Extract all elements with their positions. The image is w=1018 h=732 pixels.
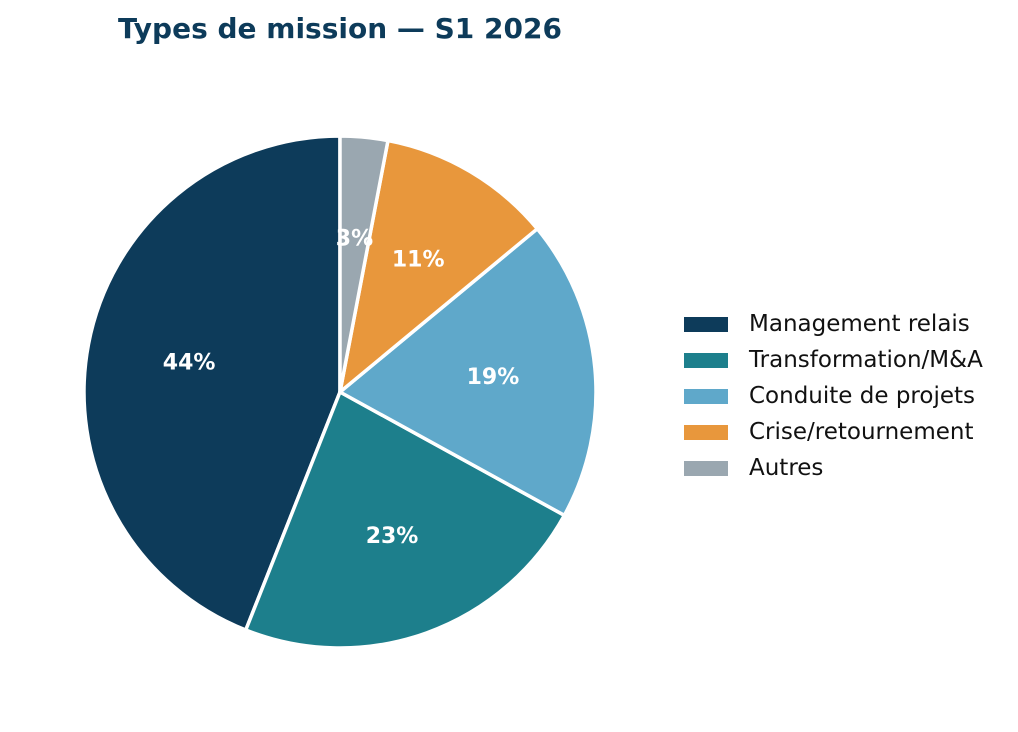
chart-legend: Management relais Transformation/M&A Condu… — [684, 306, 983, 486]
legend-item: Conduite de projets — [684, 378, 983, 414]
pie-slice-4 — [338, 138, 540, 394]
chart-title: Types de mission — S1 2026 — [118, 12, 562, 45]
legend-item: Autres — [684, 450, 983, 486]
legend-swatch — [684, 388, 728, 404]
legend-label: Conduite de projets — [749, 383, 975, 409]
legend-swatch — [684, 352, 728, 368]
legend-item: Transformation/M&A — [684, 342, 983, 378]
pie-slice-1 — [82, 134, 342, 632]
pie-slice-5 — [338, 134, 390, 394]
pie-slice-2 — [244, 390, 567, 650]
slice-percent-label: 44% — [163, 351, 216, 376]
pie-slice-3 — [338, 227, 598, 518]
legend-label: Autres — [749, 455, 824, 481]
legend-label: Management relais — [749, 311, 970, 337]
slice-percent-label: 19% — [467, 365, 520, 390]
slice-percent-label: 3% — [336, 227, 373, 252]
slice-percent-label: 23% — [366, 524, 419, 549]
legend-swatch — [684, 460, 728, 476]
legend-swatch — [684, 316, 728, 332]
legend-label: Crise/retournement — [749, 419, 974, 445]
slice-percent-label: 11% — [392, 247, 445, 272]
legend-label: Transformation/M&A — [749, 347, 983, 373]
legend-item: Crise/retournement — [684, 414, 983, 450]
legend-item: Management relais — [684, 306, 983, 342]
legend-swatch — [684, 424, 728, 440]
pie-chart: 44% 23% 19% 11% 3% — [82, 134, 598, 650]
